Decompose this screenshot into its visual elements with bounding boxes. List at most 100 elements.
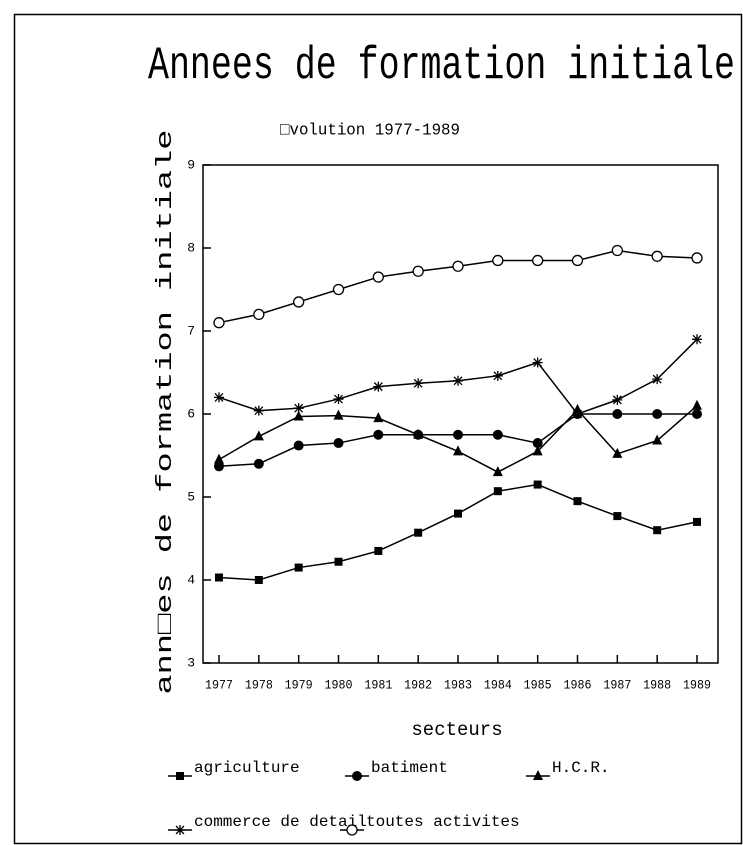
marker <box>693 517 701 526</box>
marker <box>573 497 582 506</box>
y-tick-label: 4 <box>187 572 195 587</box>
y-tick-label: 7 <box>187 323 195 338</box>
marker <box>333 409 344 420</box>
marker <box>334 557 343 566</box>
marker <box>414 528 423 537</box>
x-tick-label: 1989 <box>683 677 711 692</box>
marker <box>215 573 223 582</box>
marker <box>612 447 623 458</box>
x-axis-label: secteurs <box>411 719 502 741</box>
marker <box>176 772 184 780</box>
y-tick-label: 9 <box>187 157 195 172</box>
x-tick-label: 1987 <box>603 677 631 692</box>
marker <box>692 409 702 419</box>
marker <box>294 563 303 572</box>
marker <box>492 254 504 267</box>
marker <box>373 412 384 423</box>
marker <box>253 405 264 416</box>
x-tick-label: 1988 <box>643 677 671 692</box>
marker <box>373 381 384 392</box>
marker <box>453 375 463 386</box>
marker <box>572 409 583 419</box>
marker <box>651 250 663 262</box>
marker <box>652 374 663 385</box>
marker <box>214 392 224 403</box>
marker <box>293 403 304 414</box>
marker <box>532 438 543 449</box>
marker <box>532 357 543 368</box>
marker <box>492 429 503 440</box>
series-line <box>218 483 698 581</box>
marker <box>453 445 463 456</box>
legend-label: toutes activites <box>366 813 520 831</box>
marker <box>453 429 463 440</box>
marker <box>253 308 265 321</box>
marker <box>612 409 623 419</box>
marker <box>332 283 345 296</box>
y-tick-label: 5 <box>187 489 195 504</box>
chart-subtitle: □volution 1977-1989 <box>280 121 460 140</box>
marker <box>653 526 662 535</box>
marker <box>692 399 702 410</box>
x-tick-label: 1979 <box>285 677 313 692</box>
y-tick-label: 3 <box>187 655 195 670</box>
marker <box>652 434 663 445</box>
marker <box>454 509 462 518</box>
x-tick-label: 1978 <box>245 677 273 692</box>
x-tick-label: 1984 <box>484 677 512 692</box>
marker <box>571 254 584 267</box>
marker <box>611 244 623 257</box>
legend-label: agriculture <box>194 759 300 777</box>
marker <box>413 378 424 389</box>
marker <box>293 296 305 308</box>
marker <box>213 317 225 329</box>
marker <box>372 271 384 283</box>
x-tick-label: 1980 <box>325 677 353 692</box>
marker <box>346 824 358 836</box>
marker <box>373 429 384 440</box>
marker <box>612 394 623 405</box>
x-tick-label: 1981 <box>364 677 392 692</box>
marker <box>352 771 362 781</box>
x-tick-label: 1982 <box>404 677 432 692</box>
marker <box>333 438 344 449</box>
marker <box>533 480 542 489</box>
marker <box>214 461 224 472</box>
x-tick-label: 1985 <box>524 677 552 692</box>
marker <box>293 410 304 421</box>
marker <box>175 825 185 835</box>
marker <box>253 458 264 469</box>
marker <box>253 430 264 441</box>
marker <box>613 512 622 521</box>
marker <box>293 440 304 451</box>
marker <box>532 445 543 456</box>
marker <box>333 394 344 405</box>
marker <box>691 252 703 264</box>
marker <box>493 487 502 496</box>
legend-label: H.C.R. <box>552 759 610 777</box>
marker <box>492 466 503 477</box>
marker <box>492 370 503 381</box>
marker <box>452 260 464 272</box>
legend-label: batiment <box>371 759 448 777</box>
y-axis-label: ann□es de formation initiale <box>153 130 178 695</box>
chart-title: Annees de formation initiale <box>148 40 735 92</box>
marker <box>214 453 224 464</box>
legend-label: commerce de detail <box>194 813 367 831</box>
marker <box>533 770 543 780</box>
series-line <box>218 413 697 468</box>
x-tick-label: 1983 <box>444 677 472 692</box>
marker <box>532 254 544 267</box>
marker <box>652 409 663 419</box>
marker <box>254 576 263 584</box>
x-tick-label: 1986 <box>564 677 592 692</box>
y-tick-label: 6 <box>187 406 195 421</box>
marker <box>413 428 424 439</box>
frame <box>13 13 743 845</box>
y-tick-label: 8 <box>187 240 195 255</box>
marker <box>692 334 702 345</box>
x-tick-label: 1977 <box>205 677 233 692</box>
marker <box>412 265 424 277</box>
marker <box>374 546 383 555</box>
